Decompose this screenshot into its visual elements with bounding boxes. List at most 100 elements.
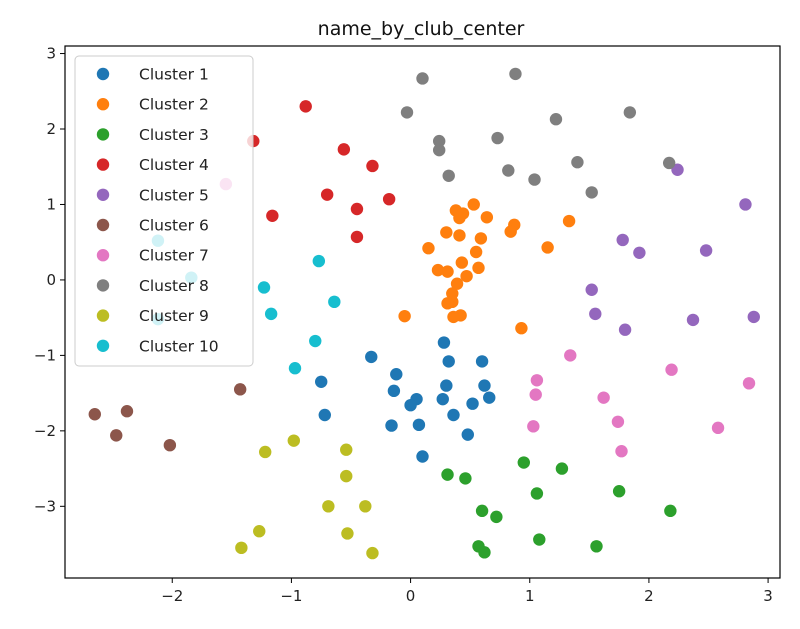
series-cluster-2 (398, 198, 576, 335)
data-point (623, 106, 637, 119)
data-point (235, 541, 248, 555)
data-point (340, 443, 353, 456)
data-point (440, 379, 453, 392)
data-point (422, 242, 435, 255)
data-point (517, 456, 530, 469)
data-point (436, 392, 449, 406)
data-point (416, 72, 429, 85)
data-point (490, 510, 503, 524)
data-point (416, 450, 429, 463)
y-tick-label: 2 (46, 120, 56, 138)
data-point (461, 428, 474, 441)
y-tick-label: −1 (34, 346, 56, 364)
data-point (555, 462, 569, 475)
data-point (502, 164, 515, 177)
data-point (233, 383, 247, 396)
x-tick-label: −1 (280, 587, 302, 605)
data-point (315, 375, 328, 389)
legend-marker (96, 339, 110, 352)
data-point (491, 131, 504, 145)
data-point (350, 230, 364, 244)
series-cluster-5 (585, 163, 760, 336)
data-point (440, 226, 453, 239)
data-point (527, 420, 540, 433)
plot-frame (64, 45, 781, 579)
data-point (385, 419, 398, 432)
data-point (400, 106, 414, 119)
x-tick-label: 3 (763, 587, 773, 605)
data-point (742, 377, 756, 390)
data-point (475, 355, 489, 368)
legend-marker (96, 98, 110, 111)
data-point (533, 533, 546, 546)
data-point (432, 134, 446, 148)
data-point (253, 525, 266, 538)
legend-marker (96, 67, 110, 81)
data-point (686, 313, 700, 327)
data-point (478, 546, 491, 559)
data-point (467, 198, 480, 211)
data-point (447, 310, 460, 324)
data-point (475, 504, 489, 518)
data-point (382, 192, 396, 206)
data-point (441, 468, 454, 481)
data-point (747, 310, 760, 324)
data-point (504, 225, 517, 238)
data-point (309, 334, 322, 348)
data-point (474, 232, 488, 245)
data-point (541, 241, 554, 254)
data-point (287, 434, 300, 447)
data-point (450, 277, 464, 290)
data-point (431, 263, 445, 277)
data-point (110, 429, 123, 442)
data-point (611, 415, 625, 428)
data-point (404, 398, 417, 412)
y-tick-label: 3 (46, 45, 56, 63)
data-point (366, 159, 379, 173)
data-point (266, 209, 279, 222)
data-point (597, 391, 610, 404)
data-point (441, 297, 454, 310)
legend-label: Cluster 10 (139, 337, 219, 355)
data-point (515, 322, 528, 335)
data-point (447, 408, 460, 422)
data-point (341, 527, 354, 540)
legend-marker (96, 188, 110, 201)
data-point (340, 469, 353, 483)
legend-label: Cluster 6 (139, 217, 209, 235)
data-point (469, 245, 483, 259)
legend-label: Cluster 3 (139, 126, 209, 144)
y-tick-label: −3 (34, 497, 56, 515)
data-point (665, 363, 678, 376)
data-point (441, 265, 454, 278)
data-point (365, 350, 378, 364)
data-point (662, 156, 676, 170)
x-tick-label: 0 (406, 587, 416, 605)
data-point (120, 405, 134, 418)
data-point (528, 173, 541, 186)
data-point (585, 186, 598, 199)
data-point (633, 246, 646, 259)
data-point (453, 211, 466, 225)
legend-marker (96, 158, 110, 171)
data-point (366, 546, 379, 560)
data-point (616, 233, 629, 247)
data-point (664, 504, 677, 518)
data-point (529, 388, 542, 401)
y-tick-label: −2 (34, 422, 56, 440)
legend-marker (96, 249, 110, 262)
data-point (390, 368, 403, 381)
x-tick-label: 1 (525, 587, 535, 605)
series-cluster-6 (88, 383, 247, 452)
legend-label: Cluster 7 (139, 247, 209, 265)
data-point (337, 143, 351, 156)
data-point (432, 143, 446, 157)
series-cluster-4 (247, 100, 396, 244)
data-point (459, 472, 472, 485)
legend-label: Cluster 1 (139, 66, 209, 84)
legend-marker (96, 309, 110, 322)
legend-box (74, 55, 254, 367)
data-point (299, 100, 312, 113)
data-point (571, 156, 584, 169)
